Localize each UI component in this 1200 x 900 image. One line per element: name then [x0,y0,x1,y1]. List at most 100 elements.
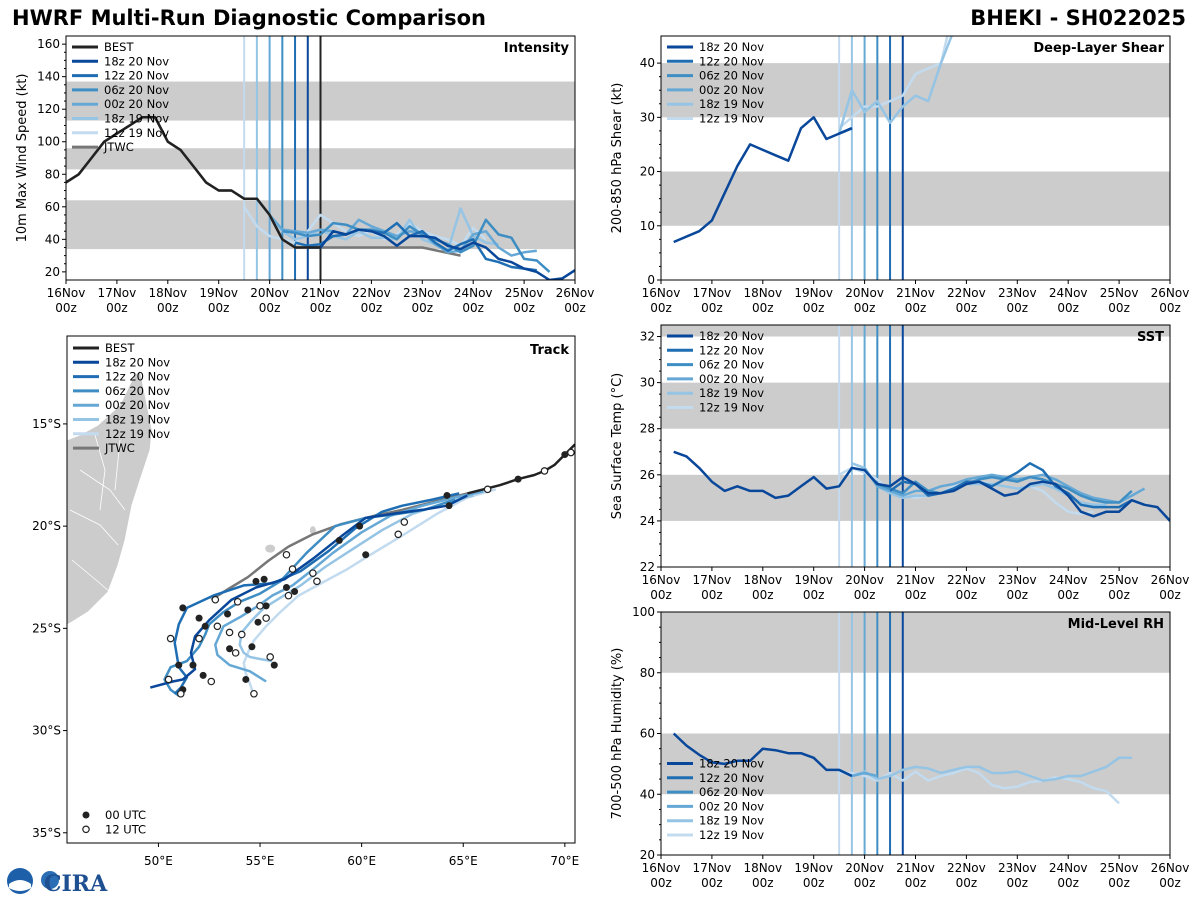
province-border-1 [69,509,119,546]
shear-ylabel: 200-850 hPa Shear (kt) [610,83,625,234]
shear-ytick-label: 10 [640,219,655,233]
intensity-series-12z-20-nov [294,221,537,272]
rh-series-18z-20-nov [672,732,853,778]
intensity-xtick-label: 26Nov 00z [556,286,595,315]
legend-label-00z-20-nov: 00z 20 Nov [699,799,764,813]
track-series-jtwc [210,492,468,601]
marker-12utc [313,577,321,586]
intensity-ytick-label: 40 [45,232,60,246]
track-frame [66,335,576,844]
legend-label-12z-19-nov: 12z 19 Nov [699,112,764,126]
marker-12utc [284,591,293,600]
legend-label-00z-20-nov: 00z 20 Nov [699,372,764,386]
marker-00utc [199,671,207,679]
rh-xtick-label: 26Nov 00z [1151,861,1190,890]
marker-00utc [242,675,250,683]
sst-ytick-label: 26 [640,468,655,482]
shear-xtick-label: 22Nov 00z [947,286,986,315]
track-series-12z-19-nov [242,488,497,697]
legend-label-12z-19-nov: 12z 19 Nov [104,126,169,140]
shear-series-18z-20-nov [673,116,853,244]
marker-12utc [195,634,203,643]
rh-xtick-label: 16Nov 00z [642,861,681,890]
mauritius-island [309,526,316,535]
marker-00utc [270,661,278,669]
cira-text: CIRA [44,871,108,896]
marker-00utc [356,522,364,530]
marker-00utc [254,618,262,626]
intensity-series-06z-20-nov [282,218,551,273]
sst-xtick-label: 18Nov 00z [743,573,782,602]
intensity-ytick-label: 60 [45,200,60,214]
marker-12utc [309,569,317,577]
intensity-xtick-label: 20Nov 00z [250,286,289,315]
legend-label-18z-19-nov: 18z 19 Nov [699,97,764,111]
rh-ytick-label: 20 [640,848,655,862]
marker-12utc [164,675,173,684]
track-plot-area [67,369,575,698]
rh-ytick-label: 80 [640,666,655,680]
shear-band-1 [661,63,1170,118]
sst-xtick-label: 22Nov 00z [947,573,986,602]
track-marker-legend-label: 12 UTC [105,822,146,836]
intensity-title: Intensity [504,41,570,56]
rh-title: Mid-Level RH [1068,617,1164,632]
track-legend-label-00z-20-nov: 00z 20 Nov [105,398,170,412]
shear-xtick-label: 16Nov 00z [642,286,681,315]
sst-series-00z-20-nov [863,467,1146,504]
sst-xtick-label: 16Nov 00z [642,573,681,602]
sst-ytick-label: 32 [640,330,655,344]
legend-label-18z-20-nov: 18z 20 Nov [699,329,764,343]
legend-label-best: BEST [104,40,134,54]
intensity-ytick-label: 140 [37,70,60,84]
sst-ytick-label: 28 [640,422,655,436]
intensity-xtick-label: 18Nov 00z [148,286,187,315]
track-series-best [466,443,575,495]
sst-xtick-label: 20Nov 00z [845,573,884,602]
rh-xtick-label: 18Nov 00z [743,861,782,890]
legend-label-18z-19-nov: 18z 19 Nov [699,386,764,400]
track-legend-label-06z-20-nov: 06z 20 Nov [105,384,170,398]
shear-ytick-label: 30 [640,110,655,124]
track-ytick-label: 25°S [32,621,61,635]
intensity-xtick-label: 17Nov 00z [98,286,137,315]
sst-ytick-label: 24 [640,514,655,528]
marker-00utc [201,622,209,630]
marker-00utc [335,536,343,544]
shear-xtick-label: 18Nov 00z [743,286,782,315]
marker-00utc [195,614,203,622]
shear-ytick-label: 0 [647,273,655,287]
legend-label-18z-20-nov: 18z 20 Nov [699,40,764,54]
marker-00utc [514,475,522,483]
marker-00utc [189,661,197,669]
legend-label-18z-20-nov: 18z 20 Nov [104,54,169,68]
legend-label-06z-20-nov: 06z 20 Nov [699,358,764,372]
marker-00utc [362,551,370,559]
shear-xtick-label: 21Nov 00z [896,286,935,315]
marker-00utc [443,491,451,499]
track-xtick-label: 65°E [449,854,478,868]
marker-00utc [262,602,270,610]
legend-label-18z-20-nov: 18z 20 Nov [699,757,764,771]
track-title: Track [530,343,569,358]
track-legend-label-12z-19-nov: 12z 19 Nov [105,427,170,441]
rh-xtick-label: 20Nov 00z [845,861,884,890]
track-legend-label-best: BEST [105,341,135,355]
sst-xtick-label: 23Nov 00z [998,573,1037,602]
shear-series-18z-19-nov [837,36,953,134]
province-border-0 [79,469,126,511]
legend-label-12z-20-nov: 12z 20 Nov [699,343,764,357]
rh-xtick-label: 23Nov 00z [998,861,1037,890]
rh-xtick-label: 19Nov 00z [794,861,833,890]
track-ytick-label: 30°S [32,724,61,738]
sst-ylabel: Sea Surface Temp (°C) [610,373,625,520]
intensity-series-18z-20-nov [307,228,575,280]
intensity-series-best [66,116,321,249]
track-xtick-label: 50°E [144,854,173,868]
intensity-xtick-label: 25Nov 00z [505,286,544,315]
province-border-4 [114,439,121,491]
intensity-ylabel: 10m Max Wind Speed (kt) [15,74,30,243]
legend-label-12z-19-nov: 12z 19 Nov [699,401,764,415]
